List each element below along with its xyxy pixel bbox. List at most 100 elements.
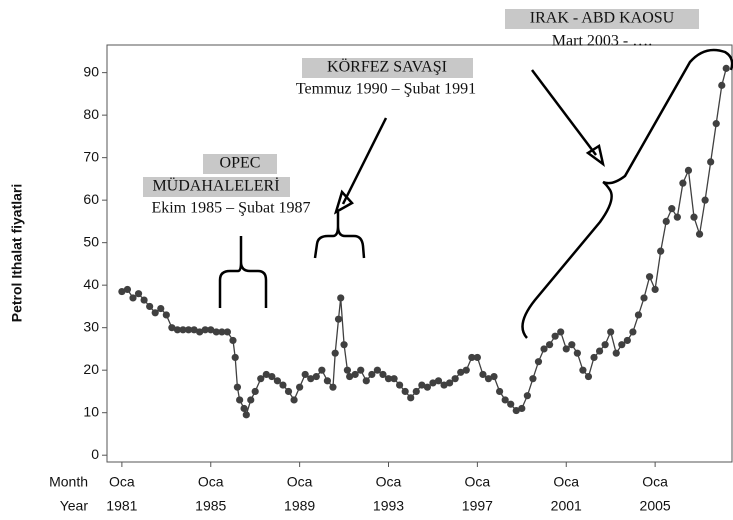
point bbox=[562, 345, 570, 353]
point bbox=[484, 375, 493, 383]
point bbox=[440, 381, 448, 389]
point bbox=[451, 375, 459, 383]
arrow-head bbox=[585, 143, 605, 167]
point bbox=[695, 230, 704, 238]
bracket bbox=[218, 236, 268, 308]
x-tick-month: Oca bbox=[642, 474, 668, 490]
point bbox=[446, 379, 454, 387]
x-tick-label: 1989 bbox=[284, 498, 315, 514]
point bbox=[212, 328, 220, 336]
point bbox=[257, 375, 265, 383]
point bbox=[722, 64, 730, 72]
annotation-highlight bbox=[203, 154, 277, 174]
point bbox=[331, 349, 339, 357]
y-tick-label: 70 bbox=[83, 148, 99, 164]
point bbox=[251, 387, 259, 396]
point bbox=[534, 358, 543, 366]
point bbox=[373, 366, 381, 374]
point bbox=[233, 383, 242, 391]
y-tick-label: 90 bbox=[83, 63, 99, 79]
point bbox=[357, 366, 365, 374]
point bbox=[129, 294, 137, 302]
point bbox=[657, 247, 665, 255]
point bbox=[573, 349, 581, 357]
point bbox=[523, 392, 531, 400]
point bbox=[179, 326, 187, 334]
point bbox=[201, 326, 209, 334]
point bbox=[568, 341, 576, 349]
point bbox=[362, 377, 370, 385]
x-tick-month: Oca bbox=[553, 474, 579, 490]
point bbox=[207, 326, 215, 334]
point bbox=[329, 383, 337, 391]
point bbox=[351, 370, 359, 379]
point bbox=[718, 81, 726, 89]
point bbox=[623, 336, 631, 345]
point bbox=[218, 328, 226, 336]
point bbox=[343, 366, 352, 374]
point bbox=[518, 404, 526, 413]
point bbox=[229, 336, 237, 345]
point bbox=[673, 213, 681, 221]
point bbox=[607, 328, 615, 336]
point bbox=[340, 341, 348, 349]
x-tick-month: Oca bbox=[376, 474, 402, 490]
point bbox=[473, 353, 481, 362]
x-tick-month: Oca bbox=[465, 474, 491, 490]
arrow bbox=[531, 69, 597, 156]
point bbox=[501, 396, 509, 404]
point bbox=[384, 375, 393, 383]
arrow-head bbox=[333, 189, 354, 215]
point bbox=[240, 404, 248, 413]
point bbox=[557, 328, 565, 336]
point bbox=[507, 400, 515, 408]
point bbox=[346, 372, 354, 381]
point bbox=[601, 341, 609, 349]
y-tick-label: 60 bbox=[83, 191, 99, 207]
annotation-subtitle: Mart 2003 - …. bbox=[552, 33, 652, 50]
point bbox=[151, 309, 159, 317]
y-tick-label: 50 bbox=[83, 233, 99, 249]
point bbox=[290, 396, 298, 404]
point bbox=[379, 370, 387, 379]
point bbox=[140, 296, 148, 304]
x-tick-label: 1993 bbox=[373, 498, 404, 514]
point bbox=[468, 353, 476, 362]
point bbox=[540, 345, 548, 353]
point bbox=[679, 179, 687, 187]
point bbox=[157, 304, 165, 313]
x-tick-month: Oca bbox=[198, 474, 224, 490]
point bbox=[390, 375, 398, 383]
point bbox=[618, 341, 626, 349]
point bbox=[118, 287, 126, 296]
annotation-highlight bbox=[143, 177, 290, 197]
point bbox=[584, 372, 593, 381]
bracket bbox=[313, 212, 366, 259]
point bbox=[307, 375, 315, 383]
point bbox=[368, 370, 376, 379]
point bbox=[640, 294, 648, 302]
point bbox=[334, 315, 343, 323]
point bbox=[412, 387, 420, 396]
point bbox=[247, 396, 255, 404]
point bbox=[312, 372, 320, 381]
annotation-title: MÜDAHALELERİ bbox=[152, 177, 279, 195]
point bbox=[407, 394, 415, 402]
point bbox=[296, 383, 304, 391]
annotation-shapes bbox=[143, 9, 733, 339]
annotation-title: KÖRFEZ SAVAŞI bbox=[327, 58, 447, 76]
annotation-highlight bbox=[302, 58, 473, 78]
point bbox=[551, 332, 559, 340]
x-tick-label: 2005 bbox=[640, 498, 671, 514]
annotation-subtitle: Ekim 1985 – Şubat 1987 bbox=[151, 200, 310, 217]
line bbox=[121, 68, 727, 417]
y-tick-label: 10 bbox=[83, 403, 99, 419]
point bbox=[690, 213, 698, 221]
point bbox=[337, 294, 345, 302]
point bbox=[429, 379, 437, 387]
point bbox=[590, 353, 598, 362]
point bbox=[301, 370, 309, 379]
point bbox=[529, 375, 537, 383]
